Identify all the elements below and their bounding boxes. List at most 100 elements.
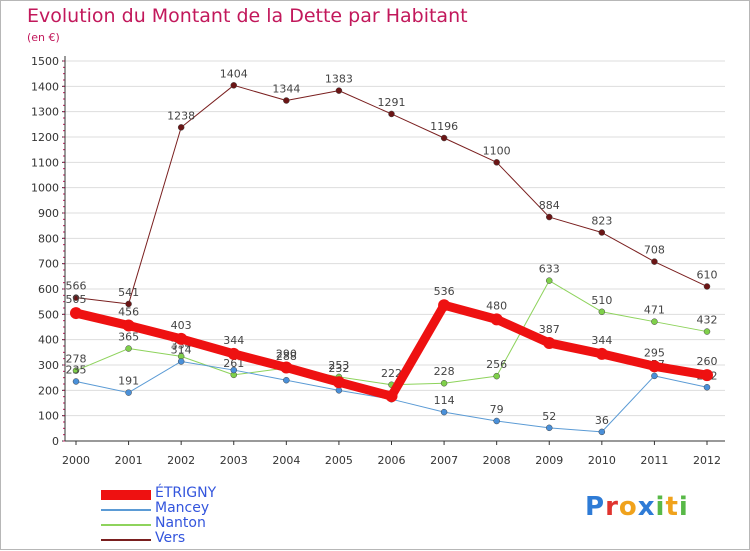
data-label-nanton: 432	[697, 314, 718, 327]
x-tick-label: 2010	[588, 454, 616, 467]
legend-item-nanton: Nanton	[101, 515, 301, 532]
data-point-mancey	[125, 389, 132, 396]
data-point--trigny	[227, 347, 240, 360]
data-label-mancey: 79	[490, 403, 504, 416]
data-label-nanton: 471	[644, 304, 665, 317]
data-label-mancey: 36	[595, 414, 609, 427]
data-point-vers	[72, 294, 80, 301]
data-point--trigny	[122, 319, 135, 332]
y-tick-label: 800	[38, 232, 59, 245]
data-point-mancey	[335, 387, 343, 394]
data-point-mancey	[230, 366, 237, 374]
data-point-nanton	[598, 308, 606, 316]
data-point-mancey	[440, 408, 448, 416]
data-label-vers: 1291	[378, 96, 406, 109]
data-point--trigny	[595, 347, 608, 360]
data-point-nanton	[125, 345, 132, 352]
x-tick-label: 2008	[483, 454, 511, 467]
y-tick-label: 700	[38, 258, 59, 271]
data-label-vers: 708	[644, 244, 665, 257]
data-point-nanton	[546, 277, 553, 284]
y-tick-label: 1300	[31, 106, 59, 119]
data-label--trigny: 387	[539, 323, 560, 336]
data-point-vers	[230, 82, 237, 89]
brand-letter: x	[637, 492, 656, 522]
y-tick-label: 500	[38, 308, 59, 321]
brand-letter: i	[678, 492, 689, 522]
data-label-vers: 566	[66, 280, 87, 293]
brand-logo: Proxiti	[585, 492, 689, 522]
data-point--trigny	[648, 360, 661, 373]
data-point-mancey	[493, 417, 500, 425]
data-label-vers: 610	[697, 268, 718, 281]
y-tick-label: 1100	[31, 156, 59, 169]
chart-legend: ÉTRIGNY Mancey Nanton Vers	[101, 485, 301, 547]
chart-unit: (en €)	[27, 31, 60, 44]
data-point-vers	[598, 229, 606, 236]
legend-swatch--trigny	[101, 490, 151, 500]
data-label--trigny: 403	[171, 319, 192, 332]
y-tick-label: 0	[52, 435, 59, 448]
legend-item--trigny: ÉTRIGNY	[101, 485, 301, 502]
brand-letter: P	[585, 492, 606, 522]
data-label-mancey: 52	[542, 410, 556, 423]
data-label--trigny: 344	[591, 334, 612, 347]
data-label-nanton: 278	[66, 353, 87, 366]
data-label-vers: 1100	[483, 144, 511, 157]
y-tick-label: 300	[38, 359, 59, 372]
data-point-vers	[493, 159, 500, 166]
data-label-vers: 541	[118, 286, 139, 299]
data-label-vers: 823	[591, 215, 612, 228]
data-point-mancey	[546, 424, 553, 432]
data-label-vers: 1196	[430, 120, 458, 133]
data-label-vers: 884	[539, 199, 560, 212]
data-label-vers: 1344	[272, 83, 300, 96]
data-point-mancey	[651, 372, 658, 380]
grid	[65, 60, 725, 442]
data-label-vers: 1383	[325, 73, 353, 86]
data-label-vers: 1404	[220, 67, 248, 80]
data-point--trigny	[385, 390, 398, 403]
data-label-mancey: 114	[434, 394, 455, 407]
data-point-vers	[651, 258, 658, 265]
data-point-mancey	[72, 378, 80, 385]
y-tick-label: 1200	[31, 131, 59, 144]
x-tick-label: 2000	[62, 454, 90, 467]
y-tick-label: 600	[38, 283, 59, 296]
data-label--trigny: 505	[66, 293, 87, 306]
x-tick-label: 2007	[430, 454, 458, 467]
data-label-nanton: 510	[591, 294, 612, 307]
brand-letter: o	[618, 492, 638, 522]
data-point--trigny	[70, 307, 82, 320]
data-point-vers	[440, 134, 448, 142]
data-point-mancey	[598, 428, 606, 436]
data-point--trigny	[175, 332, 188, 345]
legend-swatch-nanton	[101, 524, 151, 526]
x-tick-label: 2001	[115, 454, 143, 467]
data-label--trigny: 456	[118, 305, 139, 318]
x-tick-label: 2004	[272, 454, 300, 467]
legend-swatch-mancey	[101, 509, 151, 511]
data-point--trigny	[332, 376, 345, 389]
series-nanton: 278365334261288253222228256633510471432	[66, 263, 718, 389]
legend-item-mancey: Mancey	[101, 500, 301, 517]
data-label--trigny: 344	[223, 334, 244, 347]
data-point-mancey	[177, 358, 185, 365]
legend-swatch-vers	[101, 539, 151, 541]
x-tick-label: 2005	[325, 454, 353, 467]
data-point-nanton	[440, 379, 448, 387]
data-point-nanton	[703, 328, 711, 335]
data-label-nanton: 228	[434, 365, 455, 378]
data-label-mancey: 235	[66, 363, 87, 376]
legend-item-vers: Vers	[101, 530, 301, 547]
data-label-nanton: 365	[118, 331, 139, 344]
data-point--trigny	[280, 361, 293, 374]
data-point-nanton	[651, 318, 658, 325]
data-point-vers	[283, 97, 290, 104]
data-label--trigny: 295	[644, 346, 665, 359]
data-label--trigny: 290	[276, 348, 297, 361]
x-tick-label: 2011	[640, 454, 668, 467]
x-tick-label: 2006	[378, 454, 406, 467]
legend-label--trigny: ÉTRIGNY	[155, 485, 217, 501]
legend-label-mancey: Mancey	[155, 500, 210, 516]
